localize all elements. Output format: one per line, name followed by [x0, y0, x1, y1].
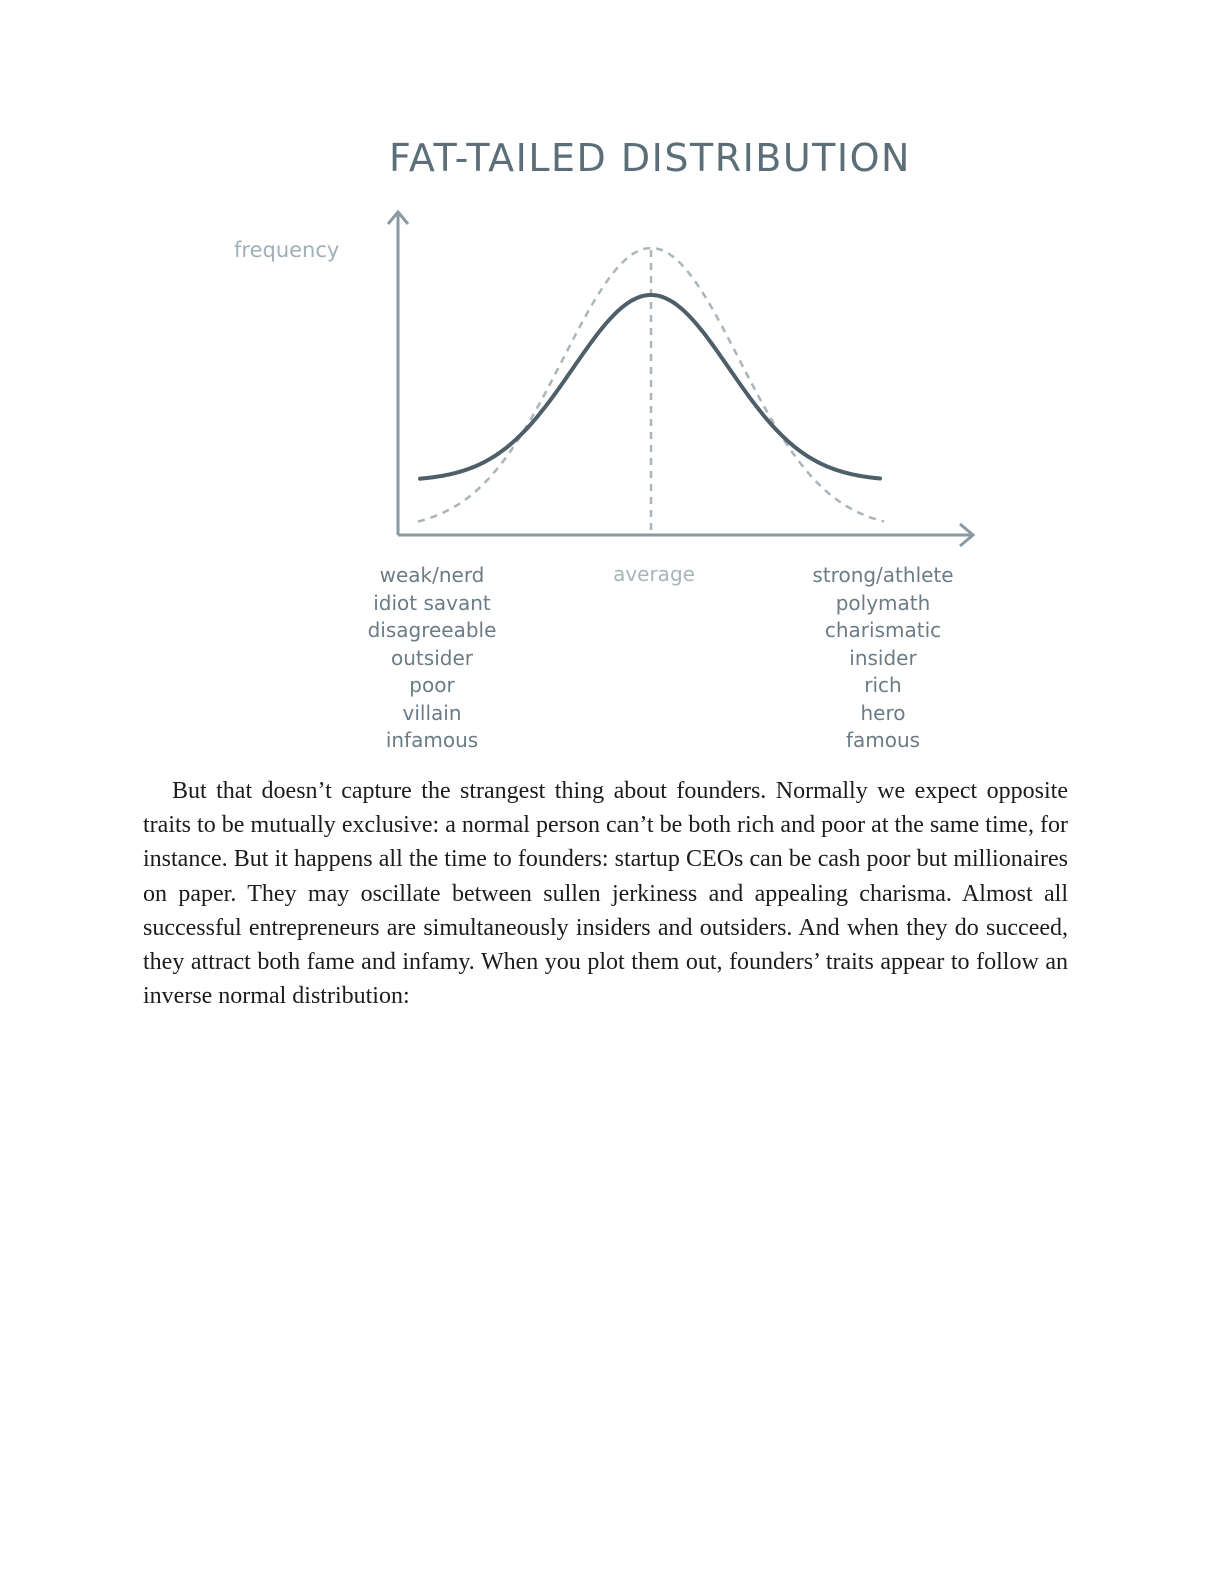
- right-label: famous: [845, 728, 921, 752]
- right-trait-labels: strong/athlete polymath charismatic insi…: [773, 562, 993, 755]
- chart-title: FAT-TAILED DISTRIBUTION: [389, 136, 911, 180]
- left-trait-labels: weak/nerd idiot savant disagreeable outs…: [322, 562, 542, 755]
- distribution-graphic: [386, 209, 976, 548]
- left-label: weak/nerd: [379, 563, 485, 587]
- average-label: average: [613, 562, 695, 586]
- left-label: disagreeable: [367, 618, 497, 642]
- left-label: idiot savant: [373, 590, 491, 615]
- right-label: strong/athlete: [812, 563, 954, 587]
- x-axis-arrow: [959, 522, 976, 548]
- fat-tailed-distribution-figure: FAT-TAILED DISTRIBUTION frequency weak/n…: [0, 0, 1224, 770]
- right-label: hero: [860, 700, 906, 725]
- body-paragraph: But that doesn’t capture the strangest t…: [143, 778, 1068, 1010]
- y-axis-label: frequency: [234, 238, 340, 262]
- right-label: insider: [849, 645, 917, 670]
- normal-curve: [417, 246, 885, 523]
- left-label: poor: [409, 673, 455, 697]
- fat-tailed-curve: [418, 293, 882, 481]
- right-label: polymath: [835, 590, 931, 615]
- left-label: outsider: [391, 645, 473, 670]
- left-label: infamous: [385, 728, 479, 752]
- y-axis-arrow: [386, 209, 410, 225]
- left-label: villain: [402, 700, 462, 725]
- right-label: charismatic: [824, 618, 942, 642]
- right-label: rich: [864, 673, 902, 697]
